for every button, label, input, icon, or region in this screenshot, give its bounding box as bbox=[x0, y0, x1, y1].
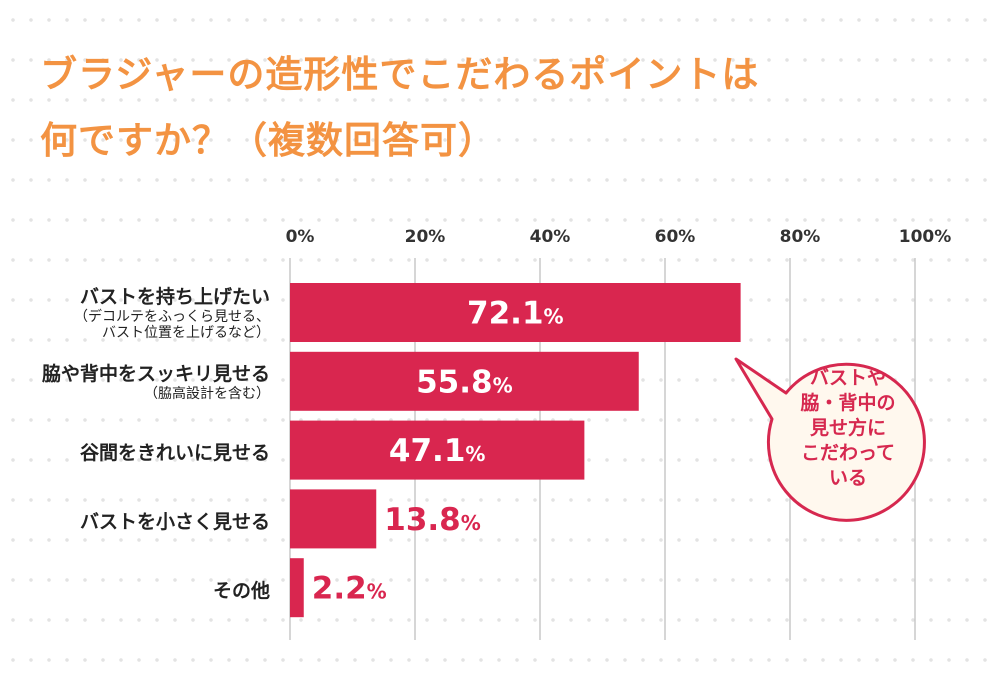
x-tick-label: 40% bbox=[530, 227, 571, 247]
category-label: その他 bbox=[213, 576, 270, 603]
bar bbox=[290, 558, 304, 618]
category-label: バストを小さく見せる bbox=[80, 507, 270, 534]
category-name: 脇や背中をスッキリ見せる bbox=[41, 362, 270, 385]
category-note: バスト位置を上げるなど） bbox=[102, 325, 270, 342]
bar bbox=[290, 351, 639, 411]
category-name: その他 bbox=[212, 579, 270, 602]
category-label: 脇や背中をスッキリ見せる （脇高設計を含む） bbox=[42, 359, 270, 403]
x-tick-label: 80% bbox=[780, 227, 821, 247]
bar bbox=[290, 283, 741, 342]
chart-title-line-1: ブラジャーの造形性でこだわるポイントは bbox=[40, 53, 760, 96]
data-label: 72.1% bbox=[467, 296, 564, 332]
category-name: バストを小さく見せる bbox=[79, 510, 270, 533]
speech-bubble-text: バストや 脇・背中の 見せ方に こだわって いる bbox=[800, 367, 896, 489]
category-note: （脇高設計を含む） bbox=[144, 385, 270, 402]
category-name: 谷間をきれいに見せる bbox=[79, 442, 270, 465]
chart-title-line-2: 何ですか？（複数回答可） bbox=[40, 119, 496, 162]
category-label: 谷間をきれいに見せる bbox=[80, 438, 270, 465]
bar bbox=[290, 489, 377, 549]
category-label: バストを持ち上げたい （デコルテをふっくら見せる、 バスト位置を上げるなど） bbox=[74, 282, 270, 343]
x-tick-label: 20% bbox=[405, 227, 446, 247]
bar bbox=[290, 420, 585, 480]
speech-bubble bbox=[734, 357, 926, 522]
category-note: （デコルテをふっくら見せる、 bbox=[74, 308, 270, 325]
x-tick-label: 100% bbox=[899, 227, 952, 247]
x-tick-label: 60% bbox=[655, 227, 696, 247]
data-label: 13.8% bbox=[384, 502, 481, 538]
x-tick-label: 0% bbox=[286, 227, 315, 247]
data-label: 2.2% bbox=[312, 571, 387, 607]
category-name: バストを持ち上げたい bbox=[79, 285, 270, 308]
